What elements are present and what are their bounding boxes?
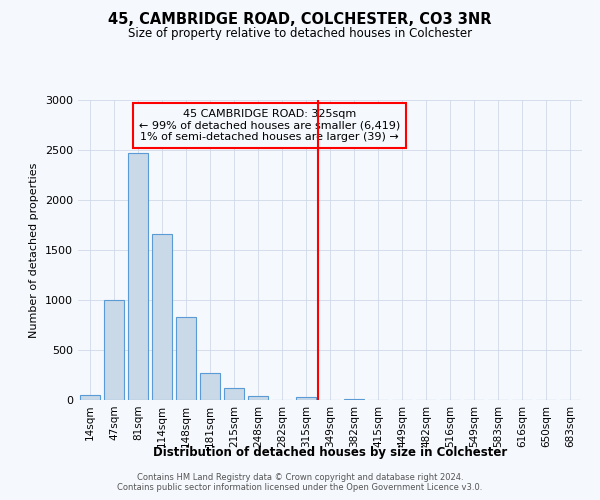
Bar [344,398,364,400]
Bar [128,153,148,400]
Text: 45 CAMBRIDGE ROAD: 325sqm
← 99% of detached houses are smaller (6,419)
1% of sem: 45 CAMBRIDGE ROAD: 325sqm ← 99% of detac… [139,109,400,142]
Bar [224,388,244,400]
Bar [176,317,196,400]
Text: Size of property relative to detached houses in Colchester: Size of property relative to detached ho… [128,28,472,40]
Bar [200,373,220,400]
Text: Distribution of detached houses by size in Colchester: Distribution of detached houses by size … [153,446,507,459]
Bar [248,396,268,400]
Text: 45, CAMBRIDGE ROAD, COLCHESTER, CO3 3NR: 45, CAMBRIDGE ROAD, COLCHESTER, CO3 3NR [108,12,492,28]
Bar [80,394,100,400]
Bar [152,234,172,400]
Text: Contains HM Land Registry data © Crown copyright and database right 2024.
Contai: Contains HM Land Registry data © Crown c… [118,473,482,492]
Y-axis label: Number of detached properties: Number of detached properties [29,162,40,338]
Bar [296,397,316,400]
Bar [104,300,124,400]
